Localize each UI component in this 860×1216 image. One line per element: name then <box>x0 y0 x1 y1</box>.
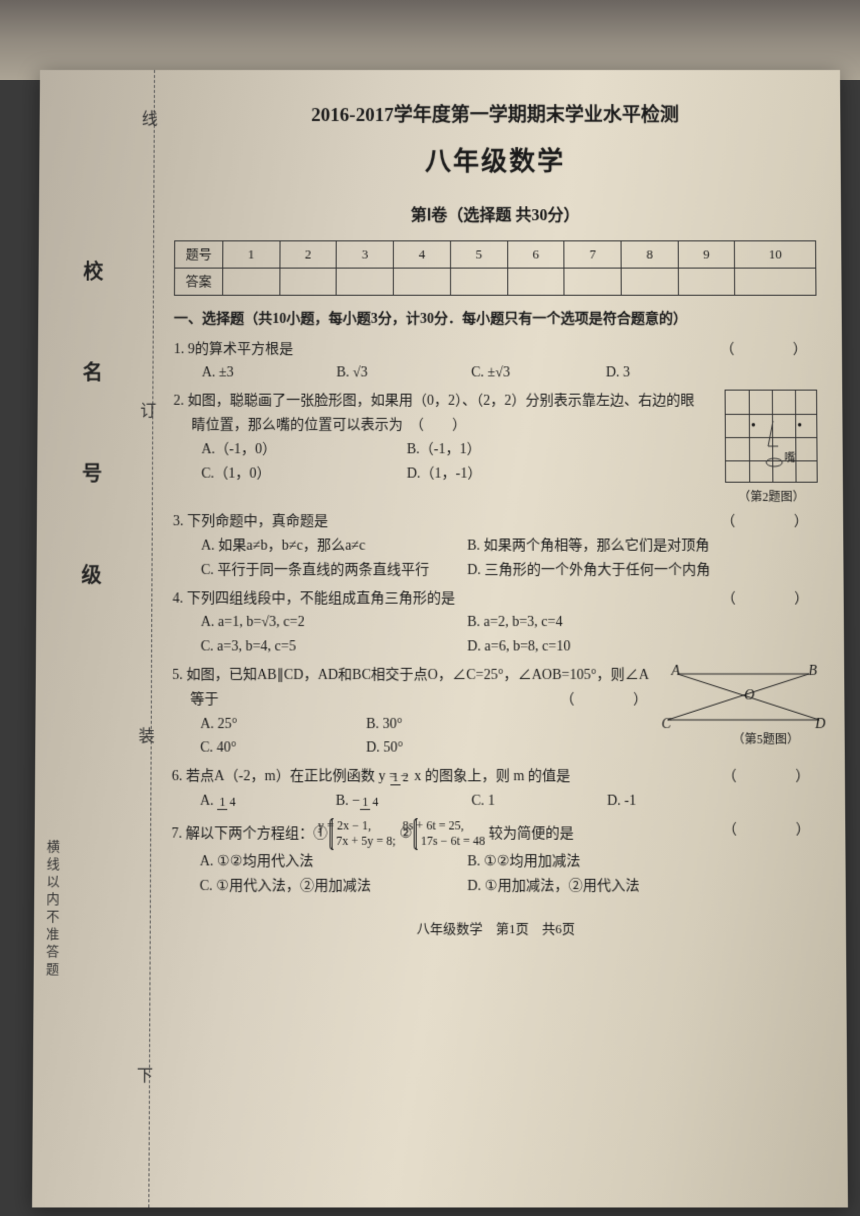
option: B. 30° <box>366 712 508 736</box>
answer-grid: 题号 1 2 3 4 5 6 7 8 9 10 答案 <box>174 240 817 296</box>
option: C. 平行于同一条直线的两条直线平行 <box>201 559 443 583</box>
margin-label-ji: 级 <box>82 564 104 584</box>
option: B.（-1，1） <box>407 438 588 462</box>
option: B. √3 <box>336 362 447 386</box>
question-7: 7. 解以下两个方程组：① y = 2x − 1,7x + 5y = 8; ② … <box>171 818 820 899</box>
option: C. ①用代入法，②用加减法 <box>200 874 443 898</box>
section-heading: 一、选择题（共10小题，每小题3分，计30分．每小题只有一个选项是符合题意的） <box>174 308 817 332</box>
eye-icon: • <box>751 415 756 439</box>
option: A. 如果a≠b，b≠c，那么a≠c <box>201 535 443 559</box>
option: D. -1 <box>607 790 718 814</box>
option: B. a=2, b=3, c=4 <box>467 611 709 635</box>
question-6: 6. 若点A（-2，m）在正比例函数 y = −12 x 的图象上，则 m 的值… <box>172 765 820 814</box>
nose-icon <box>766 421 781 456</box>
option: A. ①②均用代入法 <box>200 850 443 874</box>
eye-icon: • <box>797 415 802 439</box>
option: D. 50° <box>366 737 508 761</box>
page-subtitle: 八年级数学 <box>174 140 815 184</box>
figure-2-caption: （第2题图） <box>725 487 818 508</box>
option: A. 25° <box>200 712 342 736</box>
option: B. 如果两个角相等，那么它们是对顶角 <box>467 535 709 559</box>
table-row: 答案 <box>174 268 816 295</box>
question-5: A B C D O （第5题图） 5. 如图，已知AB∥CD，AD和BC相交于点… <box>172 664 820 761</box>
option: B. −14 <box>336 790 447 814</box>
page-title: 2016-2017学年度第一学期期末学业水平检测 <box>175 100 816 132</box>
option: D. a=6, b=8, c=10 <box>467 635 709 659</box>
question-1: 1. 9的算术平方根是（ ） A. ±3 B. √3 C. ±√3 D. 3 <box>174 338 818 386</box>
mouth-label: 嘴 <box>784 450 795 469</box>
part-title: 第Ⅰ卷（选择题 共30分） <box>174 203 816 230</box>
option: C. a=3, b=4, c=5 <box>201 635 443 659</box>
equation-system-1: y = 2x − 1,7x + 5y = 8; <box>331 818 396 850</box>
grid-label: 答案 <box>174 268 222 295</box>
figure-5: A B C D O <box>667 664 819 736</box>
option: B. ①②均用加减法 <box>467 850 710 874</box>
option: A. a=1, b=√3, c=2 <box>201 611 443 635</box>
option: D. 3 <box>606 362 717 386</box>
margin-label-xiao: 校 <box>84 261 106 281</box>
option: C. 40° <box>200 737 342 761</box>
option: A. 14 <box>200 790 311 814</box>
question-3: 3. 下列命题中，真命题是（ ） A. 如果a≠b，b≠c，那么a≠c B. 如… <box>173 510 819 583</box>
margin-label-ming: 名 <box>83 361 105 381</box>
photo-background <box>0 0 860 80</box>
question-2: • • 嘴 （第2题图） 2. 如图，聪聪画了一张脸形图，如果用（0，2）、（2… <box>173 390 818 506</box>
option: A.（-1，0） <box>201 438 382 462</box>
equation-system-2: 8s + 6t = 25,17s − 6t = 48 <box>416 818 485 850</box>
grid-label: 题号 <box>175 241 223 268</box>
question-4: 4. 下列四组线段中，不能组成直角三角形的是（ ） A. a=1, b=√3, … <box>172 587 819 660</box>
option: C. 1 <box>471 790 582 814</box>
figure-2: • • 嘴 <box>725 390 818 483</box>
margin-mark-xian: 线 <box>135 110 159 126</box>
margin-mark-zhuang: 装 <box>131 727 155 743</box>
option: C. ±√3 <box>471 362 582 386</box>
exam-paper: 线 订 装 下 校 名 号 级 横线以内不准答题 2016-2017学年度第一学… <box>32 70 848 1207</box>
ruled-edge <box>32 70 68 1207</box>
mouth-icon <box>764 458 784 468</box>
binding-margin: 线 订 装 下 校 名 号 级 横线以内不准答题 <box>32 70 155 1207</box>
option: D. 三角形的一个外角大于任何一个内角 <box>467 559 710 583</box>
table-row: 题号 1 2 3 4 5 6 7 8 9 10 <box>175 241 816 268</box>
option: A. ±3 <box>202 362 313 386</box>
figure-5-caption: （第5题图） <box>732 729 799 750</box>
option: D.（1，-1） <box>407 462 588 486</box>
margin-mark-ding: 订 <box>133 402 157 418</box>
page-footer: 八年级数学 第1页 共6页 <box>171 917 821 940</box>
margin-mark-xia: 下 <box>130 1066 155 1083</box>
margin-label-hao: 号 <box>82 462 104 482</box>
option: D. ①用加减法，②用代入法 <box>467 874 710 898</box>
margin-note: 横线以内不准答题 <box>42 840 62 980</box>
content-area: 2016-2017学年度第一学期期末学业水平检测 八年级数学 第Ⅰ卷（选择题 共… <box>170 100 822 1187</box>
option: C.（1，0） <box>201 462 382 486</box>
